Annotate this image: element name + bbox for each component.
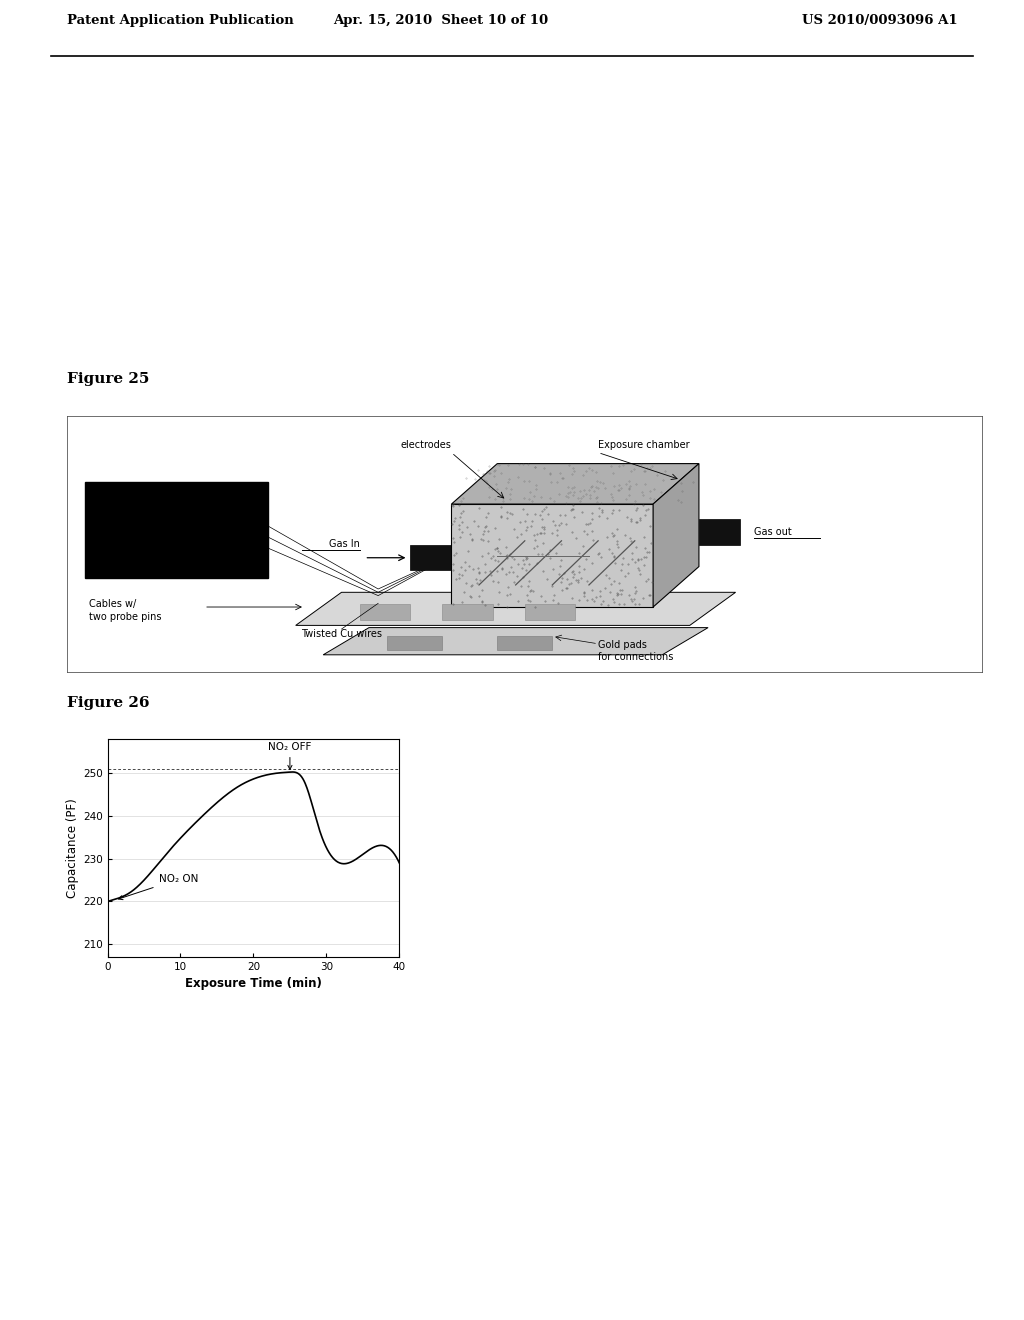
Text: Patent Application Publication: Patent Application Publication — [67, 15, 293, 28]
Text: Twisted Cu wires: Twisted Cu wires — [301, 630, 382, 639]
Text: Gas out: Gas out — [754, 527, 792, 537]
Bar — [442, 605, 493, 620]
Text: US 2010/0093096 A1: US 2010/0093096 A1 — [802, 15, 957, 28]
Text: Figure 26: Figure 26 — [67, 696, 150, 710]
Text: Cables w/
two probe pins: Cables w/ two probe pins — [89, 599, 162, 622]
Text: Exposure chamber: Exposure chamber — [598, 440, 690, 450]
Text: NO₂ ON: NO₂ ON — [119, 874, 198, 900]
Text: electrodes: electrodes — [400, 440, 452, 450]
Polygon shape — [296, 593, 735, 626]
Bar — [85, 482, 268, 578]
Bar — [525, 605, 575, 620]
Polygon shape — [324, 627, 709, 655]
Text: NO₂ OFF: NO₂ OFF — [268, 742, 311, 770]
Bar — [699, 519, 740, 544]
Bar — [387, 636, 442, 649]
Polygon shape — [452, 463, 699, 504]
Text: Apr. 15, 2010  Sheet 10 of 10: Apr. 15, 2010 Sheet 10 of 10 — [333, 15, 548, 28]
Bar — [452, 504, 653, 607]
Y-axis label: Capacitance (PF): Capacitance (PF) — [66, 799, 79, 898]
Text: Gold pads
for connections: Gold pads for connections — [598, 640, 674, 663]
Bar — [411, 544, 452, 570]
Text: Gas In: Gas In — [329, 539, 359, 549]
Polygon shape — [653, 463, 699, 607]
Text: Figure 25: Figure 25 — [67, 372, 148, 387]
Bar — [359, 605, 411, 620]
Bar — [498, 636, 552, 649]
X-axis label: Exposure Time (min): Exposure Time (min) — [185, 977, 322, 990]
